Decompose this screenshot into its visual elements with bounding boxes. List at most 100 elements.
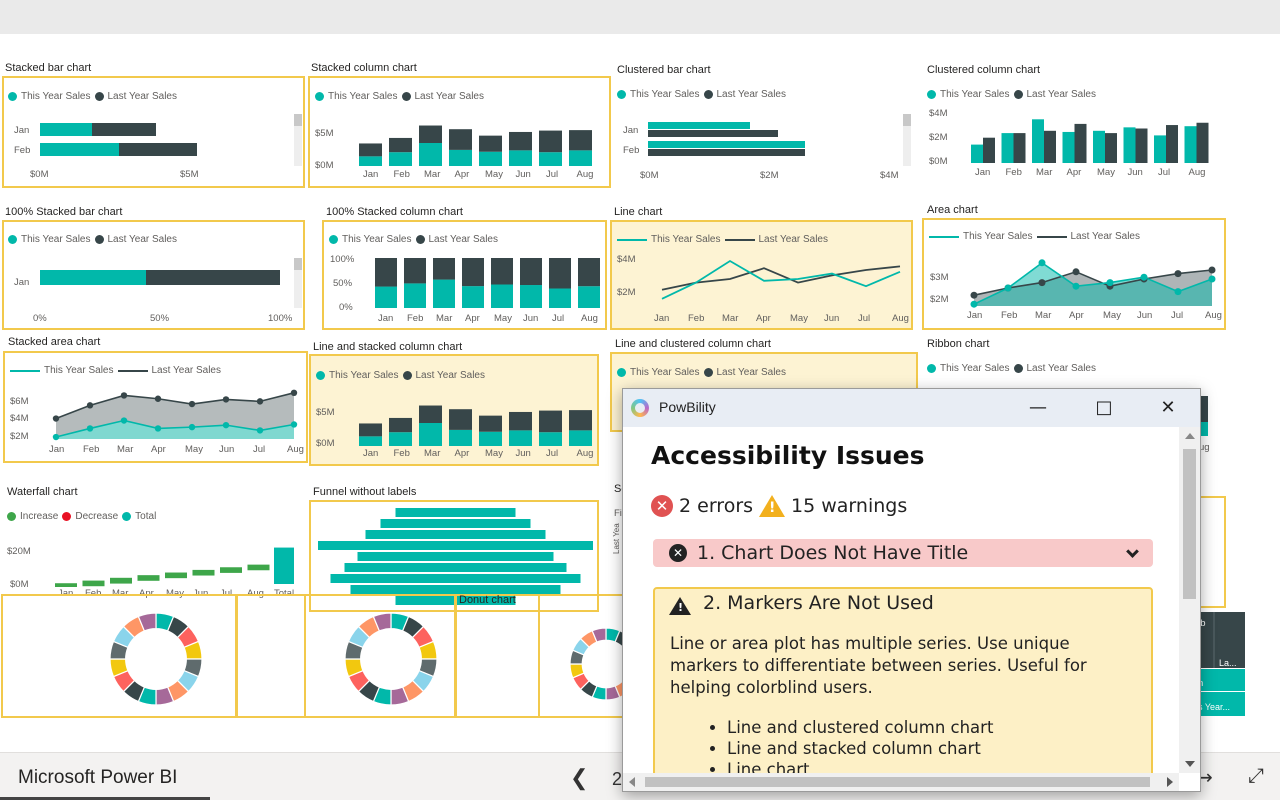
- pct-stacked-bar-plot: [40, 270, 280, 285]
- x-tick-label: Mar: [722, 313, 739, 324]
- scroll-down-icon[interactable]: [1185, 761, 1195, 767]
- marker-this-year: [1140, 273, 1148, 281]
- series-line-last-year: [661, 265, 901, 291]
- visual-scrollbar[interactable]: [294, 114, 302, 166]
- column-apr-this-year: [1062, 131, 1075, 163]
- column-jun-last-year: [1135, 128, 1148, 163]
- visual-title: 100% Stacked column chart: [326, 206, 463, 218]
- column-jun-this-year: [509, 430, 532, 446]
- issue-markers-not-used[interactable]: 2. Markers Are Not Used Line or area plo…: [653, 587, 1153, 773]
- x-tick-label: May: [1097, 167, 1115, 178]
- legend-dot-icon: [122, 512, 132, 521]
- legend-dot-icon: [617, 90, 626, 99]
- x-tick-label: Aug: [1205, 310, 1222, 321]
- tick-label: $2M: [760, 170, 779, 181]
- series-line-this-year: [973, 261, 1213, 305]
- category-label: Jan: [14, 125, 30, 136]
- chevron-down-icon[interactable]: [1126, 545, 1139, 558]
- legend: This Year Sales Last Year Sales: [927, 89, 1096, 100]
- visual-scrollbar[interactable]: [294, 258, 302, 308]
- column-may-this-year: [491, 284, 513, 308]
- x-tick-label: Jul: [253, 444, 266, 455]
- dialog-titlebar[interactable]: PowBility — □ ✕: [623, 389, 1200, 427]
- tick-label: $2M: [617, 287, 636, 298]
- tick-label: $4M: [929, 108, 948, 119]
- x-tick-label: Jul: [546, 169, 559, 180]
- fullscreen-icon[interactable]: ⤢: [1248, 765, 1264, 787]
- waterfall-bar-total: [274, 547, 294, 584]
- column-jun-this-year: [509, 150, 532, 166]
- x-tick-label: May: [1103, 310, 1121, 321]
- column-apr-this-year: [462, 286, 484, 308]
- marker-last-year: [290, 389, 298, 396]
- waterfall-bar-jan: [55, 583, 77, 587]
- marker-this-year: [290, 421, 298, 428]
- x-tick-label: May: [185, 444, 203, 455]
- x-tick-label: Jul: [1171, 310, 1184, 321]
- waterfall-bar-mar: [110, 577, 132, 584]
- donut-plot: [109, 612, 203, 706]
- x-tick-label: Jan: [363, 169, 379, 180]
- scroll-right-icon[interactable]: [1167, 777, 1173, 787]
- x-tick-label: Jul: [858, 313, 871, 324]
- legend-dot-icon: [927, 364, 936, 373]
- tick-label: $4M: [617, 254, 636, 265]
- x-tick-label: Apr: [151, 444, 166, 455]
- legend-line-icon: [724, 238, 755, 241]
- series-line-this-year: [661, 259, 901, 300]
- legend-dot-icon: [8, 235, 17, 244]
- hidden-visual-axis-fragment: Last Yea: [612, 523, 621, 554]
- column-jan-last-year: [375, 258, 397, 287]
- issue-chart-no-title[interactable]: ✕ 1. Chart Does Not Have Title: [653, 539, 1153, 567]
- legend-dot-icon: [316, 371, 325, 380]
- column-apr-this-year: [449, 429, 472, 446]
- legend-dot-icon: [1013, 90, 1023, 99]
- dialog-horizontal-scrollbar[interactable]: [623, 773, 1179, 791]
- column-jan-this-year: [375, 286, 397, 308]
- close-icon[interactable]: ✕: [1160, 397, 1176, 418]
- tick-label: 0%: [339, 302, 353, 313]
- scroll-thumb[interactable]: [645, 777, 1150, 787]
- column-jun-last-year: [509, 411, 532, 431]
- legend-line-icon: [117, 369, 148, 372]
- scroll-up-icon[interactable]: [1185, 433, 1195, 439]
- tick-label: $20M: [7, 546, 31, 557]
- x-tick-label: Aug: [892, 313, 909, 324]
- donut-slice-16: [372, 612, 392, 632]
- tick-label: $5M: [180, 169, 199, 180]
- bar-jan-this-year: [648, 122, 750, 129]
- scroll-thumb[interactable]: [1183, 449, 1196, 599]
- scroll-left-icon[interactable]: [629, 777, 635, 787]
- tick-label: $0M: [315, 160, 334, 171]
- legend-line-icon: [929, 235, 959, 238]
- dialog-vertical-scrollbar[interactable]: [1179, 427, 1200, 773]
- visual-title: Waterfall chart: [7, 486, 78, 498]
- tick-label: $0M: [316, 438, 335, 449]
- funnel-stage-4: [318, 541, 593, 550]
- x-tick-label: May: [485, 169, 503, 180]
- x-tick-label: Mar: [424, 448, 441, 459]
- column-apr-last-year: [449, 129, 472, 150]
- funnel-stage-8: [350, 585, 561, 594]
- legend-dot-icon: [1013, 364, 1023, 373]
- tick-label: $5M: [315, 128, 334, 139]
- report-header-strip: [0, 0, 1280, 34]
- column-aug-last-year: [578, 258, 600, 287]
- previous-page-icon[interactable]: ❮: [570, 765, 589, 790]
- visual-title: Clustered column chart: [927, 64, 1041, 76]
- marker-last-year: [256, 398, 264, 405]
- x-tick-label: Aug: [1188, 167, 1206, 178]
- visual-title: 100% Stacked bar chart: [5, 206, 123, 218]
- line-plot: [661, 259, 901, 300]
- donut-visual-border: [236, 594, 306, 718]
- visual-title: Line and clustered column chart: [615, 338, 771, 350]
- minimize-icon[interactable]: —: [1029, 397, 1047, 418]
- maximize-icon[interactable]: □: [1095, 397, 1113, 418]
- tick-label: $2M: [10, 431, 29, 442]
- visual-scrollbar[interactable]: [903, 114, 911, 166]
- series-line-last-year: [55, 392, 295, 420]
- stacked-area-plot: [52, 389, 298, 441]
- area-plot: [970, 259, 1216, 308]
- column-jun-this-year: [1123, 127, 1136, 163]
- bar-jan-last-year: [146, 270, 280, 285]
